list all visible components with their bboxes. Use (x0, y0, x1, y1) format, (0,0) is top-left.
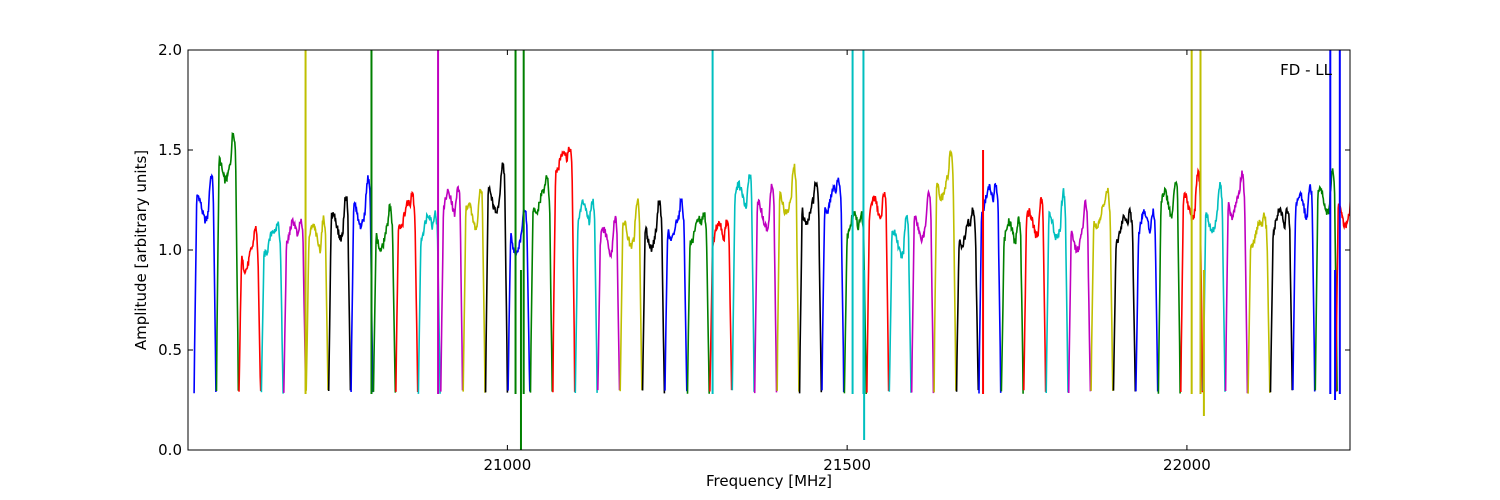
series-band-line (529, 175, 553, 393)
tick-layer: 21000 21500 22000 0.0 0.5 1.0 1.5 2.0 (158, 41, 1350, 474)
series-band-line (574, 198, 598, 394)
series-band-line (1067, 199, 1092, 394)
series-band-line (215, 132, 240, 392)
series-band-line (507, 209, 531, 392)
series-band-line (731, 174, 755, 392)
series-band-line (1157, 180, 1181, 394)
series-layer (193, 132, 1350, 395)
series-band-line (753, 183, 778, 394)
spike-layer (304, 50, 1341, 450)
series-band-line (798, 180, 823, 394)
series-band-line (1112, 206, 1137, 392)
y-axis-label: Amplitude [arbitrary units] (132, 150, 150, 350)
series-band-line (1023, 197, 1047, 392)
series-band-line (1269, 206, 1293, 393)
series-band-line (1202, 181, 1226, 392)
series-band-line (484, 162, 509, 393)
series-band-line (641, 200, 666, 394)
series-band-line (1000, 216, 1024, 394)
x-tick-label: 22000 (1163, 456, 1211, 474)
series-band-line (193, 173, 217, 394)
series-band-line (327, 195, 352, 392)
series-band-line (395, 190, 419, 393)
series-band-line (664, 197, 688, 392)
series-band-line (1314, 168, 1338, 392)
series-band-line (910, 189, 935, 394)
series-band-line (776, 163, 800, 392)
series-band-line (238, 225, 262, 392)
x-tick-label: 21500 (823, 456, 871, 474)
series-band-line (440, 185, 464, 392)
series-band-line (1045, 188, 1069, 394)
series-band-line (933, 149, 957, 393)
series-band-line (888, 214, 912, 393)
series-band-line (866, 191, 890, 393)
y-tick-label: 0.5 (158, 341, 182, 359)
y-tick-label: 2.0 (158, 41, 182, 59)
x-axis-label: Frequency [MHz] (706, 472, 832, 490)
series-band-line (1292, 184, 1316, 392)
series-band-line (1090, 187, 1114, 391)
series-band-line (955, 207, 980, 392)
series-band-line (597, 215, 621, 391)
series-band-line (417, 210, 441, 394)
series-band-line (1224, 170, 1249, 394)
x-tick-label: 21000 (484, 456, 532, 474)
series-band-line (619, 198, 643, 392)
y-tick-label: 1.5 (158, 141, 182, 159)
series-band-line (1135, 208, 1159, 392)
series-band-line (305, 215, 329, 391)
series-band-line (1247, 212, 1271, 394)
y-tick-label: 1.0 (158, 241, 182, 259)
series-band-line (686, 212, 710, 394)
series-band-line (283, 216, 307, 393)
y-tick-label: 0.0 (158, 441, 182, 459)
series-band-line (462, 188, 486, 393)
series-band-line (552, 146, 576, 393)
series-band-line (350, 175, 374, 393)
plot-background (188, 50, 1350, 450)
series-band-line (821, 177, 845, 393)
annotation-label: FD - LL (1280, 61, 1332, 79)
series-band-line (260, 221, 284, 394)
series-band-line (372, 202, 397, 393)
